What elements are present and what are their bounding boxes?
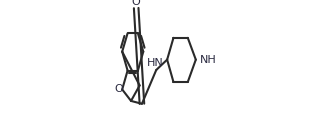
Text: O: O (132, 0, 140, 7)
Text: NH: NH (200, 55, 216, 65)
Text: HN: HN (147, 58, 163, 68)
Text: O: O (115, 84, 123, 94)
